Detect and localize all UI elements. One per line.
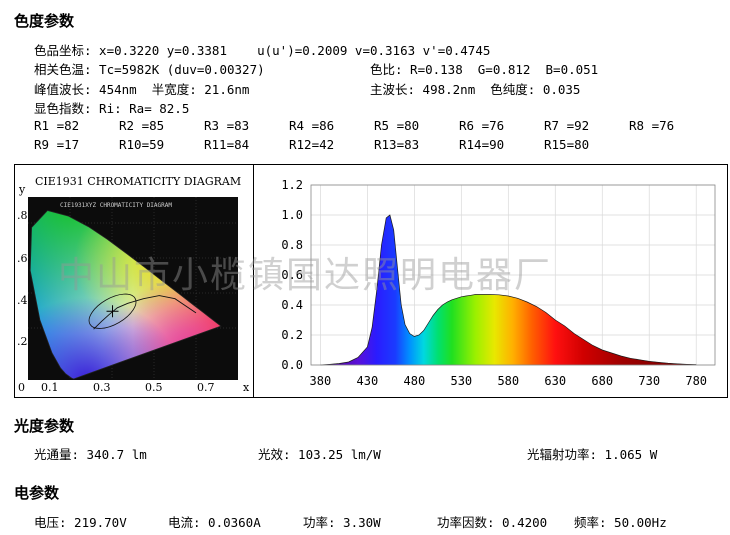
cie-x-axis-label: x <box>243 381 250 394</box>
y-tick-label: 0.6 <box>281 268 303 282</box>
y-tick-label: 1.0 <box>281 208 303 222</box>
y-tick-label: 0.0 <box>281 358 303 372</box>
ri-value: R9 =17 <box>34 137 80 152</box>
ri-value: R15=80 <box>544 137 590 152</box>
charts-panel: CIE1931 CHROMATICITY DIAGRAM y x CIE1931… <box>14 164 728 398</box>
y-tick-label: 0.2 <box>281 328 303 342</box>
cie-spectral-locus <box>29 210 222 380</box>
ri-value: R6 =76 <box>459 118 505 133</box>
spectrum-y-ticks: 0.0 0.2 0.4 0.6 0.8 1.0 1.2 <box>281 178 303 372</box>
ri-value: R1 =82 <box>34 118 80 133</box>
power: 功率: 3.30W <box>303 515 381 530</box>
cie-diagram: CIE1931 CHROMATICITY DIAGRAM y x CIE1931… <box>15 165 254 397</box>
cie-white-region <box>88 293 137 329</box>
spectrum-x-ticks: 380 430 480 530 580 630 680 730 780 <box>310 374 708 388</box>
ri-value: R2 =85 <box>119 118 165 133</box>
ri-value: R14=90 <box>459 137 505 152</box>
ri-value: R12=42 <box>289 137 335 152</box>
y-tick-label: 1.2 <box>281 178 303 192</box>
cie-y-tick: .8 <box>17 209 28 222</box>
x-tick-label: 380 <box>310 374 332 388</box>
cie-title: CIE1931 CHROMATICITY DIAGRAM <box>35 175 241 188</box>
luminous-efficacy: 光效: 103.25 lm/W <box>258 447 381 462</box>
cie-x-tick: 0 <box>18 381 25 394</box>
cie-x-tick: 0.1 <box>41 381 59 394</box>
x-tick-label: 680 <box>591 374 613 388</box>
ri-value: R4 =86 <box>289 118 335 133</box>
x-tick-label: 430 <box>357 374 379 388</box>
current: 电流: 0.0360A <box>168 515 261 530</box>
cie-inner-title: CIE1931XYZ CHROMATICITY DIAGRAM <box>60 202 172 209</box>
cie-x-tick: 0.3 <box>93 381 111 394</box>
radiant-power: 光辐射功率: 1.065 W <box>527 447 658 462</box>
x-tick-label: 530 <box>450 374 472 388</box>
ri-value: R10=59 <box>119 137 165 152</box>
cie-planckian-locus <box>93 295 197 330</box>
frequency: 频率: 50.00Hz <box>574 515 667 530</box>
x-tick-label: 480 <box>404 374 426 388</box>
spectrum-line <box>320 214 697 366</box>
x-tick-label: 580 <box>497 374 519 388</box>
dominant-wavelength: 主波长: 498.2nm 色纯度: 0.035 <box>370 82 581 97</box>
chroma-coords: 色品坐标: x=0.3220 y=0.3381 u(u')=0.2009 v=0… <box>34 43 491 58</box>
y-tick-label: 0.8 <box>281 238 303 252</box>
spectrum-plot-frame <box>310 184 716 366</box>
cie-x-tick: 0.5 <box>145 381 163 394</box>
cct-line: 相关色温: Tc=5982K (duv=0.00327) <box>34 62 265 77</box>
x-tick-label: 630 <box>544 374 566 388</box>
cie-x-ticks: 0 0.1 0.3 0.5 0.7 <box>18 381 215 394</box>
y-tick-label: 0.4 <box>281 298 303 312</box>
voltage: 电压: 219.70V <box>34 515 127 530</box>
peak-wavelength: 峰值波长: 454nm 半宽度: 21.6nm <box>34 82 250 97</box>
cie-y-tick: .2 <box>17 335 28 348</box>
cie-chromaticity-point <box>106 305 119 318</box>
ri-value: R3 =83 <box>204 118 250 133</box>
cie-chart: CIE1931 CHROMATICITY DIAGRAM y x CIE1931… <box>17 175 250 394</box>
ri-value: R5 =80 <box>374 118 420 133</box>
cie-y-axis-label: y <box>18 183 26 196</box>
power-factor: 功率因数: 0.4200 <box>437 515 548 530</box>
ri-value: R11=84 <box>204 137 250 152</box>
cie-y-ticks: .8 .6 .4 .2 <box>17 209 28 348</box>
cri-line: 显色指数: Ri: Ra= 82.5 <box>34 101 190 116</box>
ri-value: R8 =76 <box>629 118 675 133</box>
chroma-heading: 色度参数 <box>14 12 75 30</box>
ri-value: R7 =92 <box>544 118 590 133</box>
color-ratio: 色比: R=0.138 G=0.812 B=0.051 <box>370 62 599 77</box>
luminous-flux: 光通量: 340.7 lm <box>34 447 147 462</box>
cie-y-tick: .6 <box>17 252 28 265</box>
cie-y-tick: .4 <box>17 294 28 307</box>
electrical-heading: 电参数 <box>14 484 60 502</box>
cie-x-tick: 0.7 <box>197 381 215 394</box>
x-tick-label: 780 <box>685 374 707 388</box>
ri-value: R13=83 <box>374 137 420 152</box>
photometric-heading: 光度参数 <box>14 417 75 435</box>
x-tick-label: 730 <box>638 374 660 388</box>
spectrum-chart: 380 430 480 530 580 630 680 730 780 0.0 0.2 0.4 0.6… <box>281 178 716 388</box>
